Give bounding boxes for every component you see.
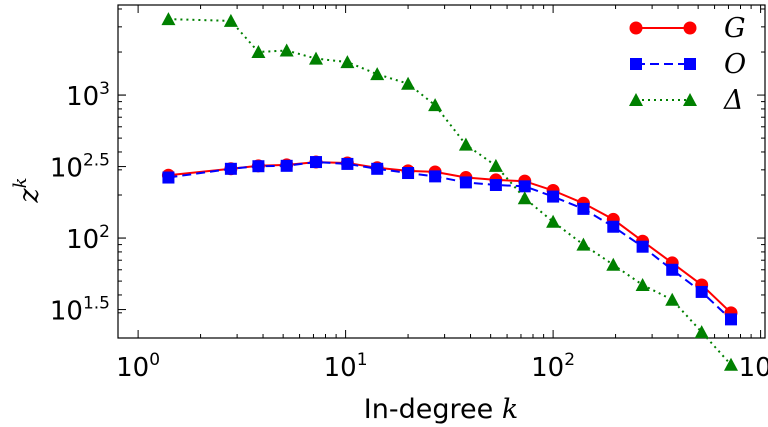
data-point xyxy=(606,257,621,271)
y-axis-label-sup: k xyxy=(10,177,31,188)
y-tick-label: 102 xyxy=(66,222,110,255)
data-point xyxy=(341,157,354,170)
data-point xyxy=(401,76,416,90)
y-tick-exponent: 2 xyxy=(99,222,110,242)
data-point xyxy=(429,170,442,183)
legend-label: O xyxy=(724,49,746,80)
data-point xyxy=(636,240,649,253)
data-point xyxy=(340,55,355,69)
data-point xyxy=(279,43,294,57)
data-point xyxy=(371,162,384,175)
y-tick-label: 102.5 xyxy=(50,151,110,184)
data-point xyxy=(666,263,679,276)
data-point xyxy=(370,67,385,81)
series-line-2 xyxy=(168,18,732,366)
legend-label: G xyxy=(724,13,746,44)
y-axis-label-var: z xyxy=(14,188,45,204)
legend-label: Δ xyxy=(723,85,744,116)
data-point xyxy=(402,167,415,180)
data-point xyxy=(309,51,324,65)
data-point xyxy=(665,292,680,306)
x-axis-label-var: k xyxy=(502,394,518,425)
data-point xyxy=(576,237,591,251)
legend-marker xyxy=(684,58,696,70)
data-point xyxy=(547,190,560,203)
legend-marker xyxy=(683,21,697,35)
series-group xyxy=(161,12,738,371)
data-point xyxy=(252,160,265,173)
legend-item: O xyxy=(630,49,746,80)
data-point xyxy=(488,158,503,172)
data-point xyxy=(280,159,293,172)
y-axis-label: zk xyxy=(10,177,45,203)
data-point xyxy=(725,313,737,326)
x-tick-base: 10 xyxy=(324,353,357,383)
y-tick-exponent: 3 xyxy=(99,79,110,99)
data-point xyxy=(251,45,266,59)
x-tick-label: 101 xyxy=(324,350,368,383)
data-point xyxy=(428,98,443,112)
plot-frame xyxy=(117,4,766,339)
y-tick-exponent: 1.5 xyxy=(83,294,110,314)
x-tick-exponent: 0 xyxy=(149,350,160,370)
y-tick-exponent: 2.5 xyxy=(83,151,110,171)
data-point xyxy=(694,325,709,339)
y-tick-label: 103 xyxy=(66,79,110,112)
legend-marker xyxy=(630,58,642,70)
y-tick-base: 10 xyxy=(50,154,83,184)
data-point xyxy=(607,220,620,233)
y-tick-label: 101.5 xyxy=(50,294,110,327)
data-point xyxy=(161,12,176,26)
x-tick-label: 100 xyxy=(116,350,160,383)
y-tick-base: 10 xyxy=(50,297,83,327)
data-point xyxy=(162,171,175,184)
legend-item: Δ xyxy=(629,85,744,116)
data-point xyxy=(458,137,473,151)
series-2 xyxy=(161,12,738,371)
data-point xyxy=(518,180,531,193)
x-tick-label: 102 xyxy=(531,350,575,383)
legend-marker xyxy=(629,93,643,106)
x-tick-base: 10 xyxy=(739,353,768,383)
x-axis-label-text: In-degree xyxy=(364,394,493,425)
x-tick-label: 103 xyxy=(739,350,768,383)
data-point xyxy=(546,214,561,228)
data-point xyxy=(517,191,532,205)
legend-item: G xyxy=(629,13,746,44)
x-tick-exponent: 1 xyxy=(357,350,368,370)
data-point xyxy=(459,176,472,189)
data-point xyxy=(310,156,323,169)
y-tick-base: 10 xyxy=(66,225,99,255)
legend-marker xyxy=(629,21,643,35)
data-point xyxy=(223,13,238,27)
data-point xyxy=(635,277,650,291)
series-1 xyxy=(162,156,737,326)
legend: GOΔ xyxy=(629,13,746,116)
data-point xyxy=(724,357,738,371)
x-tick-base: 10 xyxy=(116,353,149,383)
x-axis-label: In-degree k xyxy=(364,394,518,425)
data-point xyxy=(577,202,590,215)
x-tick-exponent: 2 xyxy=(564,350,575,370)
data-point xyxy=(224,162,237,175)
y-tick-base: 10 xyxy=(66,82,99,112)
x-ticks: 100101102103 xyxy=(116,5,768,383)
data-point xyxy=(695,285,708,298)
data-point xyxy=(489,178,502,191)
legend-marker xyxy=(683,93,697,106)
x-tick-base: 10 xyxy=(531,353,564,383)
